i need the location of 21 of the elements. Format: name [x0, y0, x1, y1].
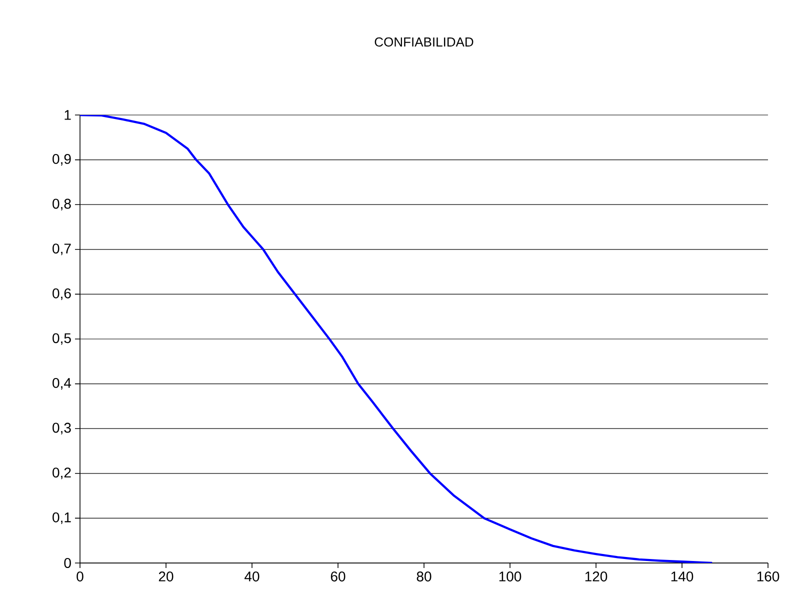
y-tick-label: 0	[64, 558, 71, 568]
x-tick-label: 0	[76, 572, 84, 582]
y-tick-label: 0,6	[52, 288, 71, 300]
y-tick-label: 0,8	[52, 198, 71, 210]
y-tick-label: 0,7	[52, 244, 71, 256]
y-tick-label: 0,3	[52, 422, 71, 434]
x-tick-label: 80	[416, 572, 432, 582]
x-tick-label: 160	[757, 572, 780, 582]
x-tick-label: 40	[244, 572, 260, 582]
x-tick-label: 120	[585, 572, 608, 582]
x-tick-label: 140	[671, 572, 694, 582]
y-tick-label: 0,2	[52, 468, 71, 480]
y-tick-label: 1	[64, 110, 71, 120]
y-tick-label: 0,1	[52, 512, 71, 524]
y-tick-label: 0,9	[52, 154, 71, 166]
chart-title: CONFIABILIDAD	[374, 37, 474, 47]
x-tick-label: 100	[499, 572, 522, 582]
y-tick-label: 0,5	[52, 333, 71, 345]
x-tick-label: 60	[330, 572, 346, 582]
y-tick-label: 0,4	[52, 378, 72, 390]
x-tick-label: 20	[158, 572, 174, 582]
